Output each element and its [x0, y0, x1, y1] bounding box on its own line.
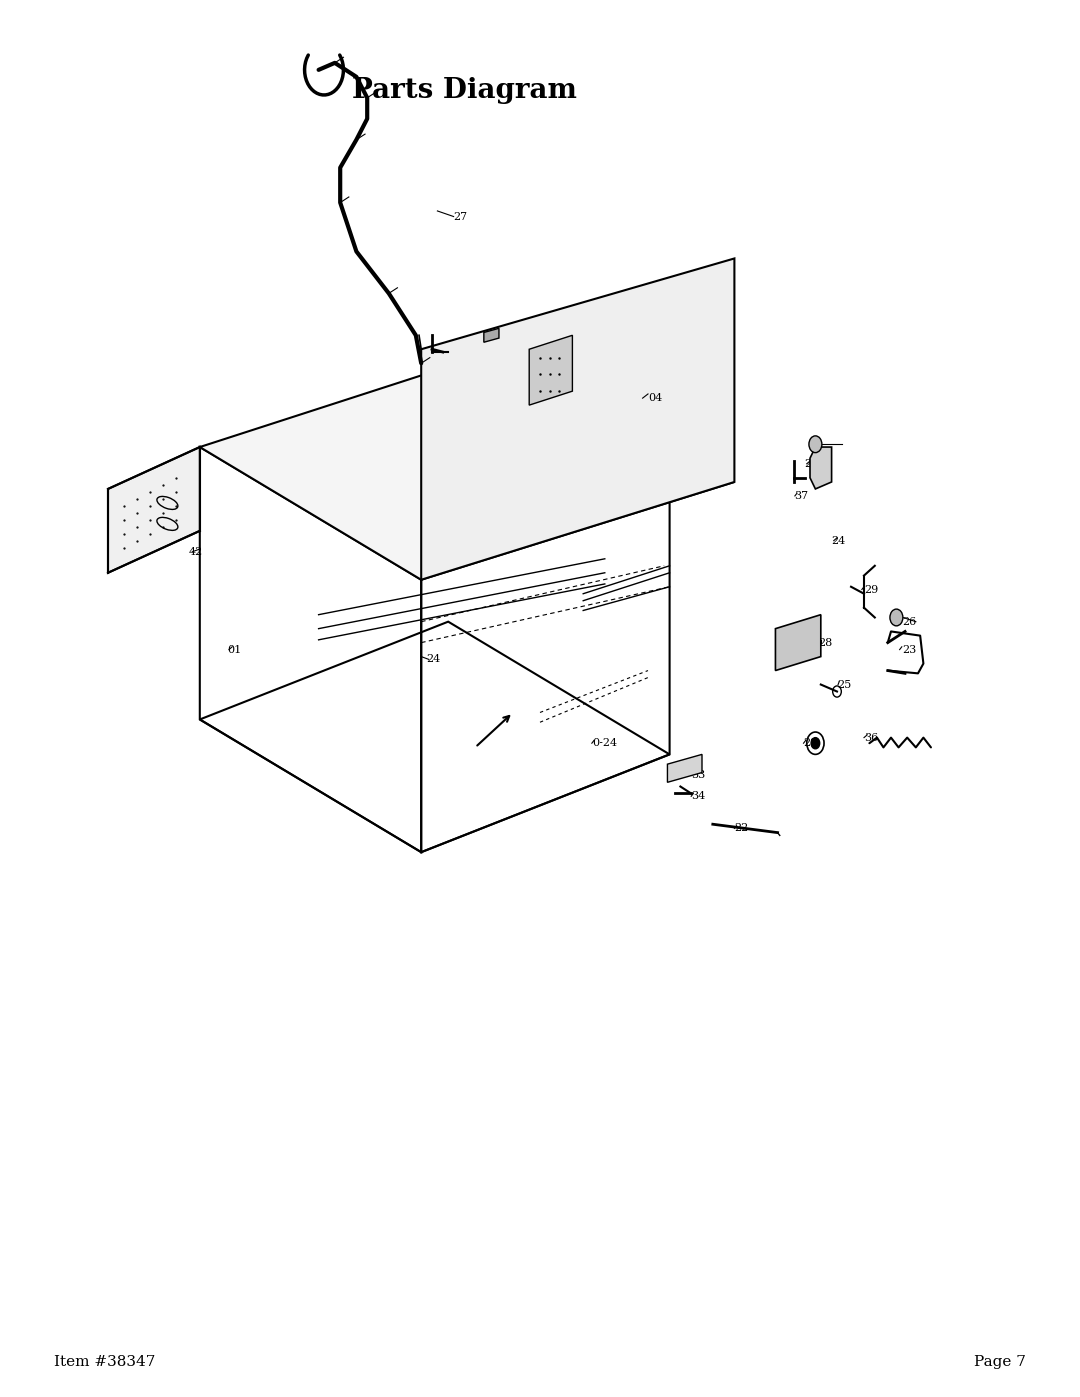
- Text: Parts Diagram: Parts Diagram: [352, 77, 577, 105]
- Polygon shape: [200, 349, 734, 580]
- Polygon shape: [775, 615, 821, 671]
- Text: 34: 34: [691, 791, 705, 802]
- Text: 22: 22: [734, 823, 748, 834]
- Text: 29: 29: [864, 584, 878, 595]
- Circle shape: [811, 738, 820, 749]
- Polygon shape: [108, 447, 200, 573]
- Text: 27: 27: [454, 211, 468, 222]
- Text: 28: 28: [819, 637, 833, 648]
- Polygon shape: [529, 335, 572, 405]
- Text: 36: 36: [864, 732, 878, 743]
- Text: 04: 04: [648, 393, 662, 404]
- Text: 37: 37: [794, 490, 808, 502]
- Text: 20: 20: [805, 458, 819, 469]
- Polygon shape: [484, 328, 499, 342]
- Text: 26: 26: [902, 616, 916, 627]
- Circle shape: [890, 609, 903, 626]
- Polygon shape: [421, 258, 734, 580]
- Text: 24: 24: [832, 535, 846, 546]
- Text: 01: 01: [227, 644, 241, 655]
- Text: 0-24: 0-24: [592, 738, 617, 749]
- Text: 33: 33: [691, 770, 705, 781]
- Text: 24: 24: [427, 654, 441, 665]
- Text: 25: 25: [837, 679, 851, 690]
- Text: Item #38347: Item #38347: [54, 1355, 156, 1369]
- Text: 23: 23: [902, 644, 916, 655]
- Text: 42: 42: [189, 546, 203, 557]
- Text: Page 7: Page 7: [974, 1355, 1026, 1369]
- Text: 29: 29: [804, 738, 818, 749]
- Circle shape: [809, 436, 822, 453]
- Polygon shape: [810, 447, 832, 489]
- Polygon shape: [667, 754, 702, 782]
